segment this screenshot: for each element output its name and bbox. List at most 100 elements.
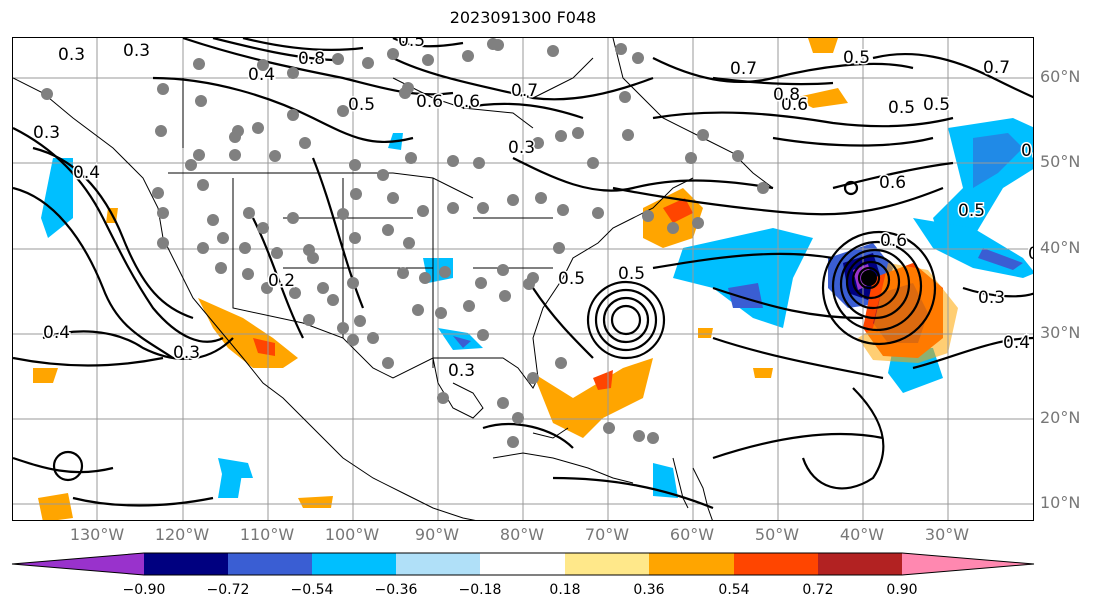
- station-dot: [572, 127, 584, 139]
- station-dot: [347, 277, 359, 289]
- blue-shade-gulf2-dark: [453, 336, 471, 348]
- lat-label-30n: 30°N: [1040, 323, 1081, 342]
- orange-shade-sw: [38, 493, 73, 520]
- station-dot: [532, 137, 544, 149]
- station-dot: [475, 277, 487, 289]
- colorbar-cell-1: [144, 553, 228, 575]
- station-dot: [387, 48, 399, 60]
- station-dot: [152, 187, 164, 199]
- lat-label-50n: 50°N: [1040, 152, 1081, 171]
- station-dot: [497, 264, 509, 276]
- contour-label: 0.8: [773, 85, 800, 105]
- station-dot: [587, 157, 599, 169]
- station-dot: [303, 314, 315, 326]
- colorbar-cell-2: [228, 553, 312, 575]
- station-dot: [229, 149, 241, 161]
- colorbar-cell-3: [312, 553, 396, 575]
- station-dot: [497, 397, 509, 409]
- station-dot: [555, 357, 567, 369]
- station-dot: [287, 212, 299, 224]
- contour-label: 0.3: [508, 138, 535, 158]
- lon-label-60w: 60°W: [669, 525, 715, 544]
- station-dot: [422, 54, 434, 66]
- station-dot: [289, 287, 301, 299]
- station-dot: [632, 52, 644, 64]
- contour-label: 0.5: [398, 38, 425, 51]
- colorbar-tick: −0.36: [374, 582, 418, 598]
- orange-shade-mid-s: [698, 328, 713, 338]
- colorbar-tick: −0.54: [290, 582, 334, 598]
- colorbar: [11, 552, 1035, 576]
- map-title: 2023091300 F048: [449, 8, 597, 27]
- station-dot: [557, 204, 569, 216]
- station-dot: [507, 194, 519, 206]
- station-dot: [287, 109, 299, 121]
- blue-shade-north-atlantic-inner: [973, 133, 1023, 188]
- station-dot: [492, 39, 504, 51]
- orange-shade-stream: [533, 358, 653, 438]
- station-dot: [477, 329, 489, 341]
- station-dot: [405, 152, 417, 164]
- contour-label: 0.4: [248, 65, 275, 85]
- station-dot: [197, 179, 209, 191]
- station-dot: [193, 58, 205, 70]
- station-dot: [307, 252, 319, 264]
- colorbar-cell-8: [734, 553, 818, 575]
- station-dot: [447, 202, 459, 214]
- contour-label: 0.4: [1003, 333, 1030, 353]
- station-dot: [402, 82, 414, 94]
- station-dot: [377, 169, 389, 181]
- cyclone-center-marker: [861, 270, 877, 286]
- lon-label-120w: 120°W: [154, 525, 210, 544]
- station-dot: [647, 432, 659, 444]
- contour-labels: 0.3 0.30.5 0.60.80.40.50.70.70.60.6 0.50.70…: [32, 38, 1034, 383]
- red-shade-mexico: [253, 338, 275, 356]
- orange-shade-labrador: [793, 88, 848, 108]
- contour-label: 0.6: [781, 95, 808, 115]
- lon-label-80w: 80°W: [499, 525, 545, 544]
- colorbar-tick: −0.72: [206, 582, 250, 598]
- station-dot: [207, 214, 219, 226]
- station-markers: [41, 38, 769, 448]
- station-dot: [463, 300, 475, 312]
- lon-label-110w: 110°W: [239, 525, 295, 544]
- coastlines: [13, 38, 774, 520]
- contour-label: 0.3: [448, 361, 475, 381]
- station-dot: [382, 224, 394, 236]
- station-dot: [757, 182, 769, 194]
- contour-label: 0.7: [511, 81, 538, 101]
- station-dot: [412, 304, 424, 316]
- station-dot: [732, 150, 744, 162]
- map-frame: 0.3 0.3 0.5 0.6 0.8 0.4 0.5 0.7 0.7 0.6 0.6 0.5 0.7 0…: [12, 37, 1034, 521]
- station-dot: [197, 242, 209, 254]
- station-dot: [155, 125, 167, 137]
- station-dot: [41, 88, 53, 100]
- lon-label-70w: 70°W: [584, 525, 630, 544]
- colorbar-cell-7: [649, 553, 734, 575]
- station-dot: [603, 422, 615, 434]
- contour-label: 0.6: [1028, 244, 1034, 264]
- contour-label: 0.3: [58, 45, 85, 65]
- station-dot: [242, 268, 254, 280]
- colorbar-outline: [11, 552, 1035, 576]
- colorbar-cell-4: [396, 553, 480, 575]
- station-dot: [350, 188, 362, 200]
- station-dot: [327, 294, 339, 306]
- lat-label-20n: 20°N: [1040, 408, 1081, 427]
- colorbar-tick: 0.90: [886, 582, 918, 598]
- station-dot: [193, 149, 205, 161]
- station-dot: [417, 205, 429, 217]
- red-shade-newfoundland: [663, 198, 693, 223]
- station-dot: [332, 53, 344, 65]
- station-dot: [667, 222, 679, 234]
- contour-label: 0.3: [173, 343, 200, 363]
- station-dot: [382, 357, 394, 369]
- contour-label: 0.5: [958, 201, 985, 221]
- station-dot: [642, 210, 654, 222]
- orange-shade-top: [808, 38, 838, 53]
- station-dot: [347, 334, 359, 346]
- station-dot: [317, 282, 329, 294]
- station-dot: [403, 237, 415, 249]
- station-dot: [592, 207, 604, 219]
- station-dot: [619, 91, 631, 103]
